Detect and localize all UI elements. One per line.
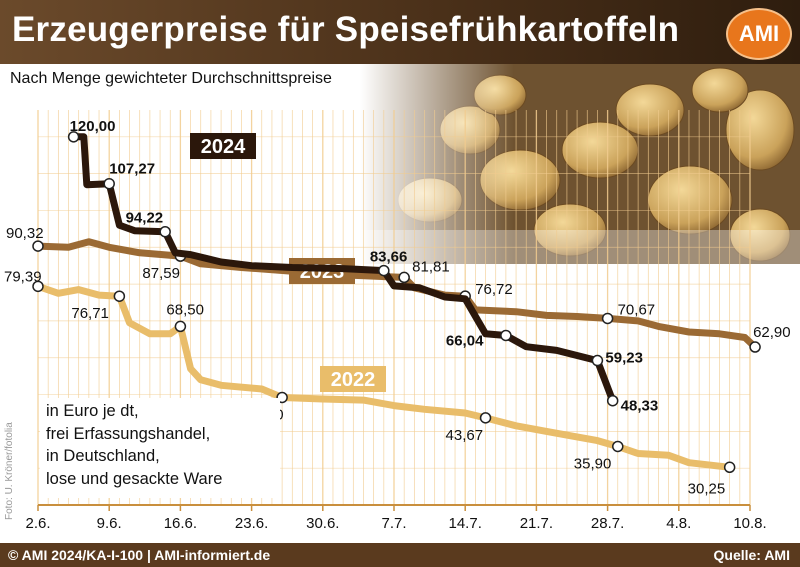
series-line-2022 — [34, 282, 734, 471]
data-label-2022: 43,67 — [446, 427, 484, 444]
data-point-2024 — [159, 225, 171, 238]
data-label-2022: 76,71 — [71, 305, 109, 322]
photo-fade — [360, 64, 800, 264]
data-label-2022: 79,39 — [4, 268, 42, 285]
data-label-2023: 90,32 — [6, 225, 44, 242]
legend-label-2022: 2022 — [331, 369, 376, 391]
unit-note-line: lose und gesackte Ware — [46, 469, 223, 488]
data-point-2022 — [612, 440, 624, 453]
data-point-2022 — [174, 320, 187, 333]
x-tick-label: 9.6. — [97, 515, 122, 532]
data-label-2023: 70,67 — [618, 301, 656, 318]
x-tick-label: 4.8. — [666, 515, 691, 532]
data-point-2024 — [103, 177, 115, 190]
data-point-2023 — [398, 271, 410, 284]
photo-credit: Foto: U. Kröner/fotolia — [4, 422, 15, 520]
data-label-2023: 62,90 — [753, 324, 791, 341]
data-label-2022: 30,25 — [688, 480, 726, 497]
chart-title: Erzeugerpreise für Speisefrühkartoffeln — [12, 10, 680, 49]
data-label-2022: 35,90 — [574, 455, 612, 472]
title-bar: Erzeugerpreise für Speisefrühkartoffeln … — [0, 0, 800, 64]
copyright-text: © AMI 2024/KA-I-100 | AMI-informiert.de — [8, 547, 271, 563]
legend-label-2024: 2024 — [201, 136, 246, 158]
unit-note: in Euro je dt, frei Erfassungshandel, in… — [40, 398, 280, 498]
x-tick-label: 10.8. — [733, 515, 766, 532]
data-label-2024: 59,23 — [605, 350, 643, 367]
data-point-2022 — [113, 290, 126, 302]
x-tick-label: 16.6. — [164, 515, 197, 532]
data-point-2022 — [479, 412, 492, 424]
legend-label-2023: 2023 — [300, 261, 345, 283]
data-label-2023: 81,81 — [412, 258, 450, 275]
data-point-2023 — [749, 341, 761, 353]
unit-note-line: in Deutschland, — [46, 447, 160, 465]
x-tick-label: 28.7. — [591, 515, 624, 532]
data-point-2024 — [378, 264, 390, 277]
data-label-2024: 83,66 — [370, 249, 408, 266]
unit-note-line: frei Erfassungshandel, — [46, 424, 211, 443]
x-tick-label: 2.6. — [25, 515, 50, 532]
data-point-2024 — [591, 354, 604, 367]
data-point-2023 — [601, 312, 614, 325]
data-label-2023: 76,72 — [475, 281, 513, 298]
data-label-2024: 120,00 — [70, 118, 116, 135]
footer-bar: © AMI 2024/KA-I-100 | AMI-informiert.de … — [0, 543, 800, 567]
chart-subtitle: Nach Menge gewichteter Durchschnittsprei… — [10, 70, 332, 87]
x-tick-label: 21.7. — [520, 515, 553, 532]
legend-box-2022 — [320, 366, 386, 392]
data-label-2023: 87,59 — [142, 265, 180, 282]
ami-logo: AMI — [726, 8, 792, 60]
data-label-2022: 68,50 — [166, 301, 204, 318]
data-point-2024 — [500, 329, 512, 342]
data-label-2024: 107,27 — [109, 161, 155, 178]
unit-note-line: in Euro je dt, — [46, 402, 139, 420]
data-point-2022 — [32, 280, 44, 293]
x-tick-label: 30.6. — [306, 515, 339, 532]
x-tick-label: 23.6. — [235, 515, 268, 532]
data-point-2022 — [723, 461, 736, 474]
legend-box-2024 — [190, 133, 256, 159]
source-text: Quelle: AMI — [713, 547, 791, 563]
x-tick-label: 7.7. — [381, 515, 406, 532]
data-point-2024 — [67, 131, 80, 143]
data-label-2024: 66,04 — [446, 332, 484, 349]
data-label-2024: 94,22 — [126, 210, 164, 227]
data-point-2024 — [606, 394, 619, 407]
data-point-2023 — [32, 240, 44, 252]
data-label-2024: 48,33 — [621, 398, 659, 415]
x-tick-label: 14.7. — [449, 515, 482, 532]
